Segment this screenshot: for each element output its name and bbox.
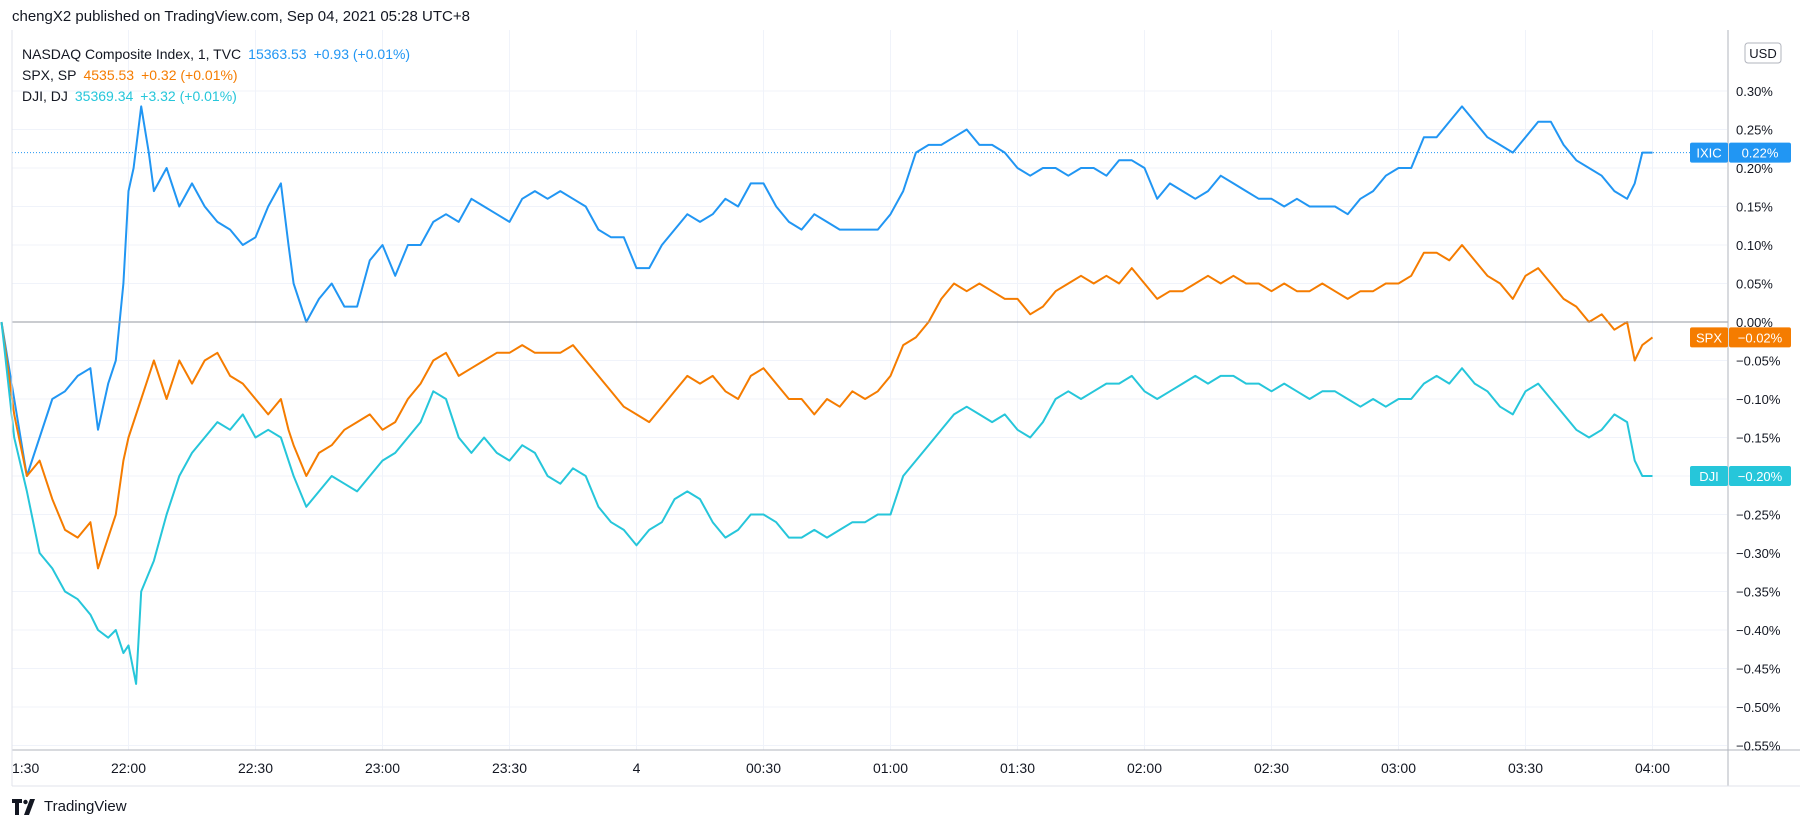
- currency-label[interactable]: USD: [1749, 46, 1776, 61]
- y-tick-label: 0.30%: [1736, 84, 1773, 99]
- axes: [11, 30, 1800, 787]
- y-tick-label: 0.00%: [1736, 315, 1773, 330]
- y-tick-label: 0.20%: [1736, 161, 1773, 176]
- x-tick-label: 03:00: [1381, 760, 1416, 776]
- y-tick-label: −0.15%: [1736, 431, 1781, 446]
- legend-change: +0.32 (+0.01%): [141, 67, 238, 83]
- y-tick-label: −0.45%: [1736, 662, 1781, 677]
- x-tick-label: 02:30: [1254, 760, 1289, 776]
- last-value-label: 0.22%: [1742, 146, 1779, 161]
- y-tick-label: 0.10%: [1736, 238, 1773, 253]
- x-tick-label: 03:30: [1508, 760, 1543, 776]
- x-tick-label: 22:30: [238, 760, 273, 776]
- y-axis-ticks: 0.30% 0.25% 0.20% 0.15% 0.10% 0.05% 0.00% −0.05…: [1736, 84, 1781, 754]
- x-tick-label: 02:00: [1127, 760, 1162, 776]
- last-value-badge-ixic: [1729, 142, 1791, 163]
- y-tick-label: −0.40%: [1736, 623, 1781, 638]
- x-tick-label: 23:00: [365, 760, 400, 776]
- tradingview-logo-icon: [12, 798, 35, 815]
- published-info: chengX2 published on TradingView.com, Se…: [12, 8, 470, 25]
- y-tick-label: 0.15%: [1736, 200, 1773, 215]
- y-tick-label: −0.35%: [1736, 585, 1781, 600]
- series-badge-dji: [1690, 466, 1728, 486]
- y-tick-label: 0.05%: [1736, 277, 1773, 292]
- x-tick-label: 23:30: [492, 760, 527, 776]
- y-tick-label: −0.50%: [1736, 700, 1781, 715]
- x-tick-label: 04:00: [1635, 760, 1670, 776]
- series-badge-label: DJI: [1699, 469, 1719, 484]
- x-tick-label: 22:00: [111, 760, 146, 776]
- legend-name: DJI, DJ: [22, 88, 68, 104]
- brand-name: TradingView: [44, 798, 127, 815]
- last-value-badge-dji: [1729, 466, 1791, 486]
- x-axis-ticks: 1:30 22:00 22:30 23:00 23:30 4 00:30 01:00 01:30…: [12, 760, 1670, 776]
- x-tick-label: 00:30: [746, 760, 781, 776]
- footer[interactable]: TradingView: [12, 798, 127, 815]
- series-badge-spx: [1690, 327, 1728, 348]
- series-badge-ixic: [1690, 142, 1728, 163]
- legend-price: 15363.53: [248, 46, 307, 62]
- legend-change: +0.93 (+0.01%): [313, 46, 411, 62]
- series-badge-label: IXIC: [1696, 146, 1721, 161]
- y-tick-label: −0.55%: [1736, 739, 1781, 754]
- currency-control[interactable]: USD: [1744, 42, 1782, 64]
- legend-name: SPX, SP: [22, 67, 77, 83]
- x-tick-label: 01:30: [1000, 760, 1035, 776]
- series-line-dji[interactable]: [0, 321, 1653, 685]
- series-lines: [0, 105, 1728, 685]
- legend-name: NASDAQ Composite Index, 1, TVC: [22, 46, 242, 62]
- legend-row-dji[interactable]: DJI, DJ 35369.34 +3.32 (+0.01%): [22, 86, 417, 107]
- series-badge-label: SPX: [1696, 330, 1722, 345]
- series-line-spx[interactable]: [0, 244, 1654, 570]
- x-tick-label: 4: [633, 760, 641, 776]
- x-tick-label: 01:00: [873, 760, 908, 776]
- last-value-badge-spx: [1729, 327, 1791, 348]
- last-value-badges: IXIC 0.22% SPX −0.02% DJI −0.20%: [1690, 142, 1791, 486]
- legend: NASDAQ Composite Index, 1, TVC 15363.53 +0…: [22, 44, 417, 107]
- last-value-label: −0.02%: [1738, 330, 1783, 345]
- y-tick-label: −0.30%: [1736, 546, 1781, 561]
- legend-change: +3.32 (+0.01%): [140, 88, 237, 104]
- legend-price: 35369.34: [74, 88, 134, 104]
- y-tick-label: −0.05%: [1736, 354, 1781, 369]
- legend-price: 4535.53: [83, 67, 135, 83]
- legend-row-spx[interactable]: SPX, SP 4535.53 +0.32 (+0.01%): [22, 65, 417, 86]
- series-line-ixic[interactable]: [0, 105, 1653, 477]
- x-tick-label: 1:30: [12, 760, 39, 776]
- last-value-label: −0.20%: [1738, 469, 1783, 484]
- y-tick-label: −0.10%: [1736, 392, 1781, 407]
- legend-row-ixic[interactable]: NASDAQ Composite Index, 1, TVC 15363.53 +0…: [22, 44, 417, 65]
- y-tick-label: 0.25%: [1736, 123, 1773, 138]
- grid-lines: [12, 30, 1727, 750]
- y-tick-label: −0.25%: [1736, 508, 1781, 523]
